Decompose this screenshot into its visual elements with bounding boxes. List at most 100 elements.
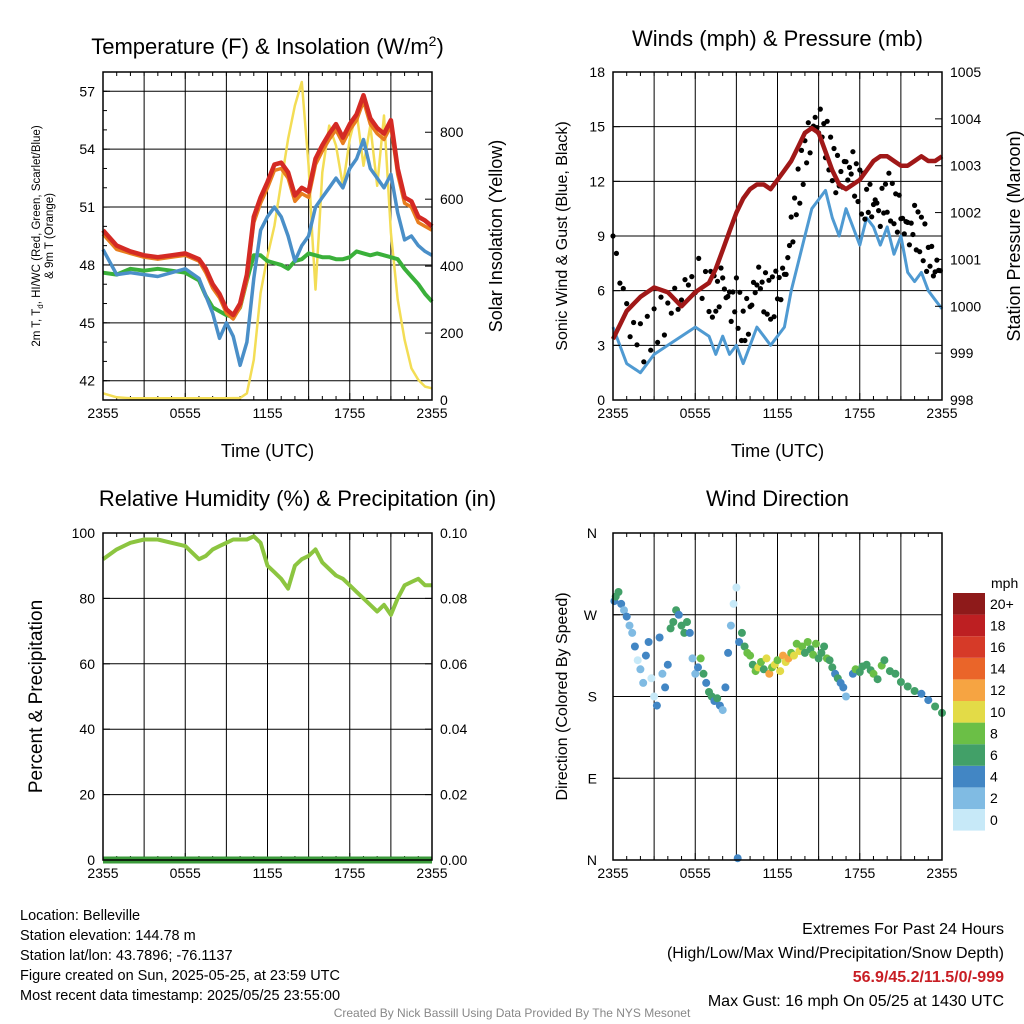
direction-point — [669, 618, 678, 626]
x-tick-label: 2355 — [87, 405, 118, 421]
gust-point — [742, 337, 748, 344]
gust-point — [689, 274, 695, 280]
gust-point — [886, 170, 892, 176]
gust-point — [874, 200, 880, 206]
y-axis-label: Direction (Colored By Speed) — [554, 592, 571, 800]
direction-point — [737, 628, 746, 637]
y-tick-label: 0 — [597, 392, 605, 408]
gust-point — [838, 168, 844, 175]
direction-point — [655, 633, 664, 642]
gust-point — [804, 160, 810, 166]
x-tick-label: 1155 — [252, 865, 282, 881]
gust-point — [918, 214, 925, 220]
extremes-title: Extremes For Past 24 Hours — [802, 921, 1004, 938]
gust-point — [877, 223, 883, 229]
station-info: Location: Belleville Station elevation: … — [20, 906, 340, 1006]
gust-point — [912, 202, 918, 208]
elevation-text: Station elevation: 144.78 m — [20, 928, 196, 944]
direction-point — [688, 654, 697, 663]
y-right-tick-label: 600 — [440, 191, 464, 207]
gust-point — [637, 321, 644, 327]
y-right-tick-label: 200 — [440, 325, 464, 341]
direction-point — [862, 660, 871, 669]
extremes-subtitle: (High/Low/Max Wind/Precipitation/Snow De… — [666, 945, 1004, 962]
direction-point — [903, 682, 912, 691]
gust-point — [798, 147, 805, 153]
direction-point — [661, 683, 670, 692]
panel-title: Wind Direction — [706, 486, 849, 511]
y-tick-label: 60 — [79, 656, 95, 672]
gust-point — [894, 229, 901, 235]
gust-point — [730, 289, 736, 295]
wind-line — [611, 188, 944, 375]
x-tick-label: 1155 — [762, 405, 792, 421]
direction-point — [639, 678, 648, 687]
gust-point — [672, 285, 678, 291]
gust-point — [929, 243, 935, 249]
recent-text: Most recent data timestamp: 2025/05/25 2… — [20, 988, 341, 1004]
x-tick-label: 2355 — [87, 865, 118, 881]
gust-point — [757, 286, 764, 292]
gust-point — [800, 181, 806, 187]
y-tick-label: W — [584, 607, 598, 623]
created-text: Figure created on Sun, 2025-05-25, at 23… — [20, 968, 340, 984]
location-text: Location: Belleville — [20, 908, 141, 924]
legend-label: 0 — [990, 812, 998, 828]
y-tick-label: 45 — [79, 315, 95, 331]
gust-point — [759, 279, 765, 285]
gust-point — [778, 297, 784, 303]
y-tick-label: N — [587, 852, 597, 868]
gust-point — [764, 311, 770, 317]
wind_chill-line — [101, 137, 433, 368]
y-right-tick-label: 0.08 — [440, 590, 467, 606]
direction-point — [726, 621, 735, 630]
gust-point — [845, 177, 851, 183]
gust-point — [824, 118, 830, 124]
plot-frame — [102, 71, 433, 401]
y-tick-label: 9 — [597, 228, 605, 244]
x-tick-label: 0555 — [170, 865, 201, 881]
direction-point — [718, 706, 727, 715]
gust-point — [828, 134, 834, 140]
direction-point — [674, 610, 683, 619]
gust-point — [896, 192, 902, 198]
direction-point — [724, 648, 733, 657]
y-right-tick-label: 998 — [950, 392, 974, 408]
gust-point — [714, 278, 721, 284]
legend-swatch — [953, 657, 985, 680]
direction-point — [896, 678, 905, 686]
gust-point — [655, 339, 661, 345]
direction-point — [641, 651, 650, 660]
x-tick-label: 1755 — [844, 405, 875, 421]
x-tick-label: 2355 — [416, 405, 447, 421]
direction-point — [702, 678, 711, 687]
pressure-line — [610, 125, 944, 341]
gust-point — [631, 319, 637, 326]
x-tick-label: 2355 — [597, 865, 628, 881]
direction-point — [917, 689, 926, 698]
direction-point — [622, 612, 631, 621]
gust-point — [745, 331, 752, 337]
gust-point — [924, 268, 930, 274]
gust-point — [773, 268, 779, 274]
gust-point — [862, 216, 868, 222]
gust-point — [634, 342, 640, 348]
gust-point — [934, 257, 940, 263]
y-right-axis-label: Station Pressure (Maroon) — [1004, 130, 1024, 341]
y-tick-label: 54 — [79, 141, 95, 157]
legend-label: 12 — [990, 682, 1006, 698]
gust-point — [613, 250, 620, 256]
legend-title: mph — [991, 575, 1018, 591]
insolation-line — [102, 80, 433, 400]
gust-point — [930, 273, 937, 279]
gust-point — [846, 164, 853, 170]
speed-legend: mph 0 2 4 6 8 10 12 14 16 18 20+ — [953, 575, 1018, 831]
gust-point — [713, 308, 719, 314]
direction-point — [811, 639, 820, 648]
x-tick-label: 1755 — [334, 865, 365, 881]
gust-point — [910, 231, 916, 238]
gust-point — [665, 300, 671, 306]
gust-point — [732, 309, 738, 315]
legend-swatch — [953, 614, 985, 637]
